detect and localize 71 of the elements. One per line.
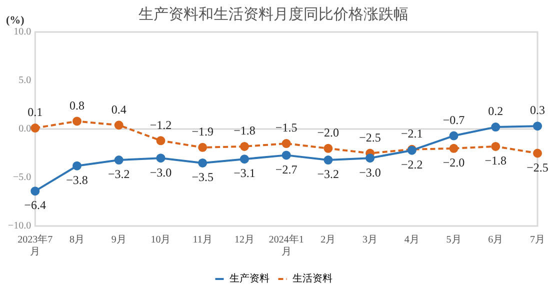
x-tick-label: 10月 (150, 234, 171, 246)
x-tick-label: 6月 (488, 234, 504, 246)
data-label: −3.8 (66, 173, 88, 188)
point (282, 139, 291, 148)
data-label: −1.5 (275, 120, 298, 135)
point (30, 124, 40, 133)
data-label: −1.8 (234, 124, 256, 138)
x-tick-label: 12月 (234, 234, 254, 246)
point (72, 161, 82, 170)
point (156, 154, 166, 163)
y-tick-label: −5.0 (13, 172, 32, 184)
x-tick-label: 11月 (192, 234, 212, 246)
data-label: −2.1 (401, 126, 423, 141)
x-tick-label: 4月 (404, 234, 420, 246)
point (533, 122, 542, 131)
point (449, 144, 458, 153)
point (30, 186, 40, 196)
legend-label: 生活资料 (292, 272, 332, 285)
data-label: −3.2 (317, 167, 340, 182)
point (282, 150, 291, 160)
data-label: −3.0 (359, 165, 381, 180)
y-tick-label: 5.0 (18, 75, 32, 86)
data-label: −2.0 (442, 156, 465, 170)
data-label: −3.1 (234, 166, 256, 180)
x-tick-label: 2023年7月 (18, 234, 53, 258)
data-label: −1.8 (484, 154, 507, 168)
x-tick-label: 5月 (446, 234, 462, 246)
legend-label: 生产资料 (230, 272, 270, 285)
point (449, 131, 458, 140)
data-label: 0.8 (70, 98, 85, 112)
data-label: −2.5 (359, 130, 381, 144)
y-tick-label: 10.0 (14, 26, 32, 38)
data-label: −3.5 (192, 170, 214, 184)
y-tick-label: 0.0 (18, 124, 32, 135)
point (156, 136, 166, 146)
x-tick-label: 3月 (362, 234, 378, 246)
point (72, 116, 82, 126)
point (533, 148, 542, 158)
point (240, 142, 249, 151)
data-label: −0.7 (442, 112, 465, 127)
data-label: −3.0 (150, 165, 172, 180)
data-label: −1.2 (150, 118, 172, 132)
data-label: −2.0 (317, 126, 340, 140)
data-label: −1.9 (192, 124, 214, 139)
data-label: −3.2 (108, 167, 130, 182)
data-label: −2.7 (275, 162, 298, 176)
data-label: −2.5 (526, 160, 548, 174)
y-axis-title: (%) (6, 14, 25, 26)
data-label: −6.4 (24, 198, 46, 212)
point (240, 154, 249, 164)
y-tick-label: −10.0 (8, 220, 32, 232)
data-label: 0.3 (530, 103, 545, 118)
point (491, 142, 500, 151)
point (114, 156, 124, 165)
point (198, 142, 208, 152)
x-tick-label: 8月 (70, 234, 85, 246)
point (491, 122, 500, 132)
data-label: −2.2 (401, 157, 423, 172)
point (324, 144, 333, 153)
data-label: 0.1 (28, 105, 43, 120)
x-tick-label: 2024年1月 (268, 234, 304, 258)
x-tick-label: 2月 (320, 234, 336, 246)
x-tick-label: 9月 (111, 234, 126, 246)
point (114, 120, 124, 130)
data-label: 0.2 (488, 104, 504, 118)
point (366, 154, 375, 163)
x-tick-label: 7月 (530, 234, 545, 246)
data-label: 0.4 (111, 102, 126, 116)
chart-title: 生产资料和生活资料月度同比价格涨跌幅 (138, 6, 408, 23)
point (198, 158, 208, 168)
point (324, 156, 333, 165)
